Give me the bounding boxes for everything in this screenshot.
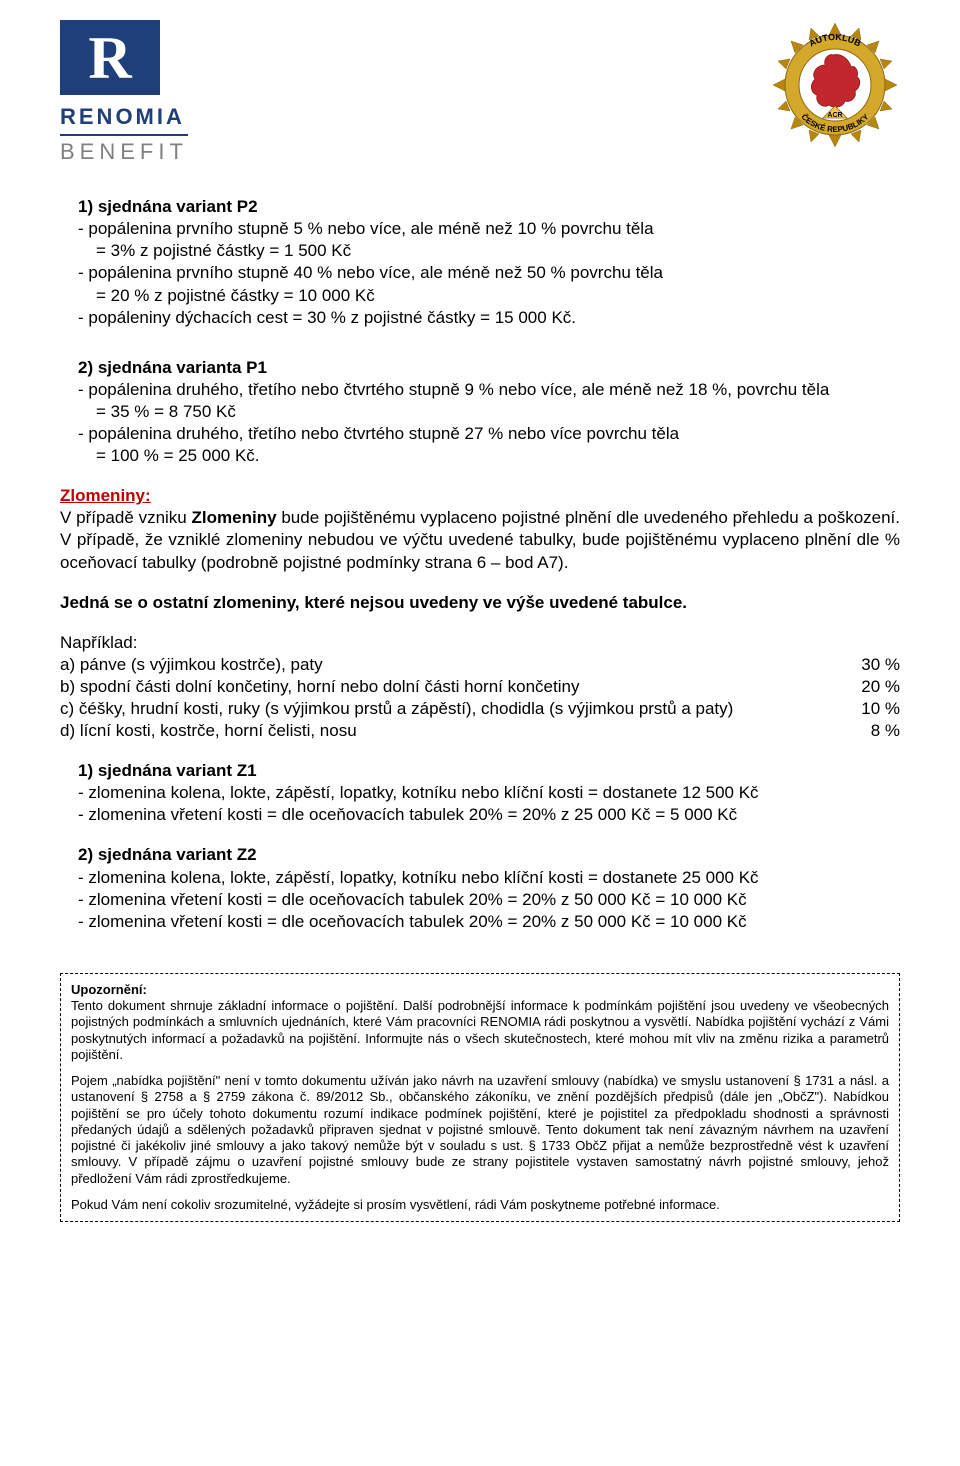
section-p2: 1) sjednána variant P2 - popálenina prvn… xyxy=(60,196,900,329)
notice-p1-text: Tento dokument shrnuje základní informac… xyxy=(71,998,889,1062)
example-head: Například: xyxy=(60,632,900,654)
p2-line1: - popálenina prvního stupně 5 % nebo víc… xyxy=(60,218,900,240)
header: R RENOMIA BENEFIT xyxy=(60,20,900,166)
example-row-a: a) pánve (s výjimkou kostrče), paty 30 % xyxy=(60,654,900,676)
ex-a-label: a) pánve (s výjimkou kostrče), paty xyxy=(60,654,851,676)
p1-line1: - popálenina druhého, třetího nebo čtvrt… xyxy=(60,379,900,401)
p1-head: 2) sjednána varianta P1 xyxy=(60,357,900,379)
p2-line4: = 20 % z pojistné částky = 10 000 Kč xyxy=(60,285,900,307)
ex-d-label: d) lícní kosti, kostrče, horní čelisti, … xyxy=(60,720,861,742)
zlom-title: Zlomeniny: xyxy=(60,485,900,507)
p2-line3: - popálenina prvního stupně 40 % nebo ví… xyxy=(60,262,900,284)
notice-p2: Pojem „nabídka pojištění" není v tomto d… xyxy=(71,1073,889,1187)
example-row-d: d) lícní kosti, kostrče, horní čelisti, … xyxy=(60,720,900,742)
ex-a-pct: 30 % xyxy=(851,654,900,676)
logo-text-renomia: RENOMIA xyxy=(60,103,185,132)
logo-r-letter: R xyxy=(88,19,131,97)
p2-line5: - popáleniny dýchacích cest = 30 % z poj… xyxy=(60,307,900,329)
z2-line3: - zlomenina vřetení kosti = dle oceňovac… xyxy=(60,911,900,933)
example-row-c: c) čéšky, hrudní kosti, ruky (s výjimkou… xyxy=(60,698,900,720)
logo-autoklub: AUTOKLUB ČESKÉ REPUBLIKY ACR xyxy=(770,20,900,150)
z1-head: 1) sjednána variant Z1 xyxy=(60,760,900,782)
logo-renomia: R RENOMIA BENEFIT xyxy=(60,20,188,166)
ex-c-label: c) čéšky, hrudní kosti, ruky (s výjimkou… xyxy=(60,698,851,720)
notice-p3: Pokud Vám není cokoliv srozumitelné, vyž… xyxy=(71,1197,889,1213)
notice-box: Upozornění:Tento dokument shrnuje základ… xyxy=(60,973,900,1222)
section-z2: 2) sjednána variant Z2 - zlomenina kolen… xyxy=(60,844,900,932)
z2-line2: - zlomenina vřetení kosti = dle oceňovac… xyxy=(60,889,900,911)
ex-b-label: b) spodní části dolní končetiny, horní n… xyxy=(60,676,851,698)
ex-b-pct: 20 % xyxy=(851,676,900,698)
zlom-p1: V případě vzniku Zlomeniny bude pojištěn… xyxy=(60,507,900,573)
example-block: Například: a) pánve (s výjimkou kostrče)… xyxy=(60,632,900,742)
z2-head: 2) sjednána variant Z2 xyxy=(60,844,900,866)
p2-head: 1) sjednána variant P2 xyxy=(60,196,900,218)
zlom-p2: Jedná se o ostatní zlomeniny, které nejs… xyxy=(60,592,900,614)
p1-line3: - popálenina druhého, třetího nebo čtvrt… xyxy=(60,423,900,445)
ex-c-pct: 10 % xyxy=(851,698,900,720)
z1-line2: - zlomenina vřetení kosti = dle oceňovac… xyxy=(60,804,900,826)
logo-r-box: R xyxy=(60,20,160,95)
ex-d-pct: 8 % xyxy=(861,720,900,742)
svg-text:ACR: ACR xyxy=(827,112,842,119)
z2-line1: - zlomenina kolena, lokte, zápěstí, lopa… xyxy=(60,867,900,889)
section-z1: 1) sjednána variant Z1 - zlomenina kolen… xyxy=(60,760,900,826)
section-p1: 2) sjednána varianta P1 - popálenina dru… xyxy=(60,357,900,467)
logo-text-benefit: BENEFIT xyxy=(60,134,188,167)
p1-line2: = 35 % = 8 750 Kč xyxy=(60,401,900,423)
z1-line1: - zlomenina kolena, lokte, zápěstí, lopa… xyxy=(60,782,900,804)
p1-line4: = 100 % = 25 000 Kč. xyxy=(60,445,900,467)
notice-p1: Upozornění:Tento dokument shrnuje základ… xyxy=(71,982,889,1063)
notice-title: Upozornění: xyxy=(71,982,147,997)
p2-line2: = 3% z pojistné částky = 1 500 Kč xyxy=(60,240,900,262)
section-zlomeniny: Zlomeniny: V případě vzniku Zlomeniny bu… xyxy=(60,485,900,573)
example-row-b: b) spodní části dolní končetiny, horní n… xyxy=(60,676,900,698)
